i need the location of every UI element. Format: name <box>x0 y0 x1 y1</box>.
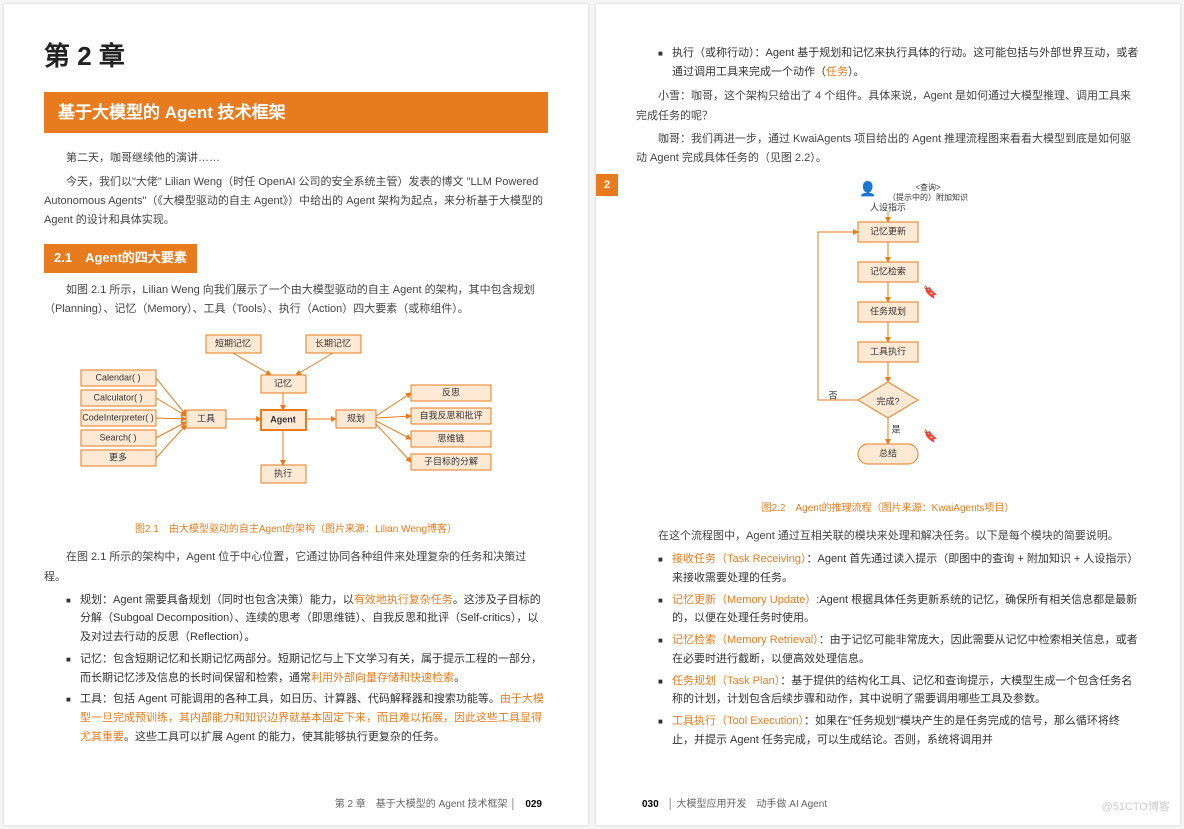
page-right: 2 执行（或称行动）：Agent 基于规划和记忆来执行具体的行动。这可能包括与外… <box>596 4 1180 825</box>
svg-text:CodeInterpreter( ): CodeInterpreter( ) <box>82 412 154 422</box>
paragraph: 小雪：咖哥，这个架构只给出了 4 个组件。具体来说，Agent 是如何通过大模型… <box>636 87 1140 126</box>
svg-text:Search( ): Search( ) <box>99 432 136 442</box>
list-item: 记忆检索（Memory Retrieval）：由于记忆可能非常庞大，因此需要从记… <box>658 631 1140 668</box>
paragraph: 如图 2.1 所示，Lilian Weng 向我们展示了一个由大模型驱动的自主 … <box>44 281 548 320</box>
svg-text:执行: 执行 <box>274 467 292 478</box>
list-item: 任务规划（Task Plan）：基于提供的结构化工具、记忆和查询提示，大模型生成… <box>658 672 1140 709</box>
svg-text:工具: 工具 <box>197 413 215 423</box>
svg-text:记忆检索: 记忆检索 <box>870 266 906 277</box>
diagram-2-1: 短期记忆 长期记忆 记忆 Calendar( ) Calculator( ) C… <box>44 330 548 539</box>
page-left: 第 2 章 基于大模型的 Agent 技术框架 第二天，咖哥继续他的演讲…… 今… <box>4 4 588 825</box>
svg-text:子目标的分解: 子目标的分解 <box>424 455 478 466</box>
svg-text:短期记忆: 短期记忆 <box>215 337 251 348</box>
page-footer: 第 2 章 基于大模型的 Agent 技术框架 │ 029 <box>335 796 548 814</box>
svg-text:人设指示: 人设指示 <box>870 202 906 213</box>
svg-text:🔖: 🔖 <box>923 429 938 443</box>
paragraph: 今天，我们以"大佬" Lilian Weng（时任 OpenAI 公司的安全系统… <box>44 173 548 231</box>
chapter-heading: 基于大模型的 Agent 技术框架 <box>44 92 548 134</box>
svg-text:否: 否 <box>828 391 837 401</box>
caption: 图2.1 由大模型驱动的自主Agent的架构（图片来源：Lilian Weng博… <box>44 521 548 539</box>
paragraph: 第二天，咖哥继续他的演讲…… <box>44 149 548 168</box>
list-item: 记忆更新（Memory Update）:Agent 根据具体任务更新系统的记忆，… <box>658 591 1140 628</box>
svg-text:🔖: 🔖 <box>923 285 938 299</box>
svg-text:长期记忆: 长期记忆 <box>315 337 351 348</box>
svg-text:是: 是 <box>891 425 900 435</box>
watermark: @51CTO博客 <box>1102 798 1170 817</box>
svg-text:总结: 总结 <box>879 448 897 459</box>
list-item: 执行（或称行动）：Agent 基于规划和记忆来执行具体的行动。这可能包括与外部世… <box>658 44 1140 81</box>
svg-text:记忆: 记忆 <box>274 377 292 388</box>
list-item: 工具：包括 Agent 可能调用的各种工具，如日历、计算器、代码解释器和搜索功能… <box>66 690 548 746</box>
svg-text:Calendar( ): Calendar( ) <box>95 372 140 382</box>
chapter-number: 第 2 章 <box>44 34 548 80</box>
list-item: 工具执行（Tool Execution）：如果在"任务规划"模块产生的是任务完成… <box>658 712 1140 749</box>
svg-text:思维链: 思维链 <box>437 432 464 443</box>
bullet-list: 接收任务（Task Receiving）：Agent 首先通过读入提示（即图中的… <box>636 550 1140 749</box>
list-item: 规划：Agent 需要具备规划（同时也包含决策）能力，以有效地执行复杂任务。这涉… <box>66 591 548 647</box>
svg-text:更多: 更多 <box>109 451 127 462</box>
chapter-tab: 2 <box>596 174 618 196</box>
bullet-list: 执行（或称行动）：Agent 基于规划和记忆来执行具体的行动。这可能包括与外部世… <box>636 44 1140 81</box>
bullet-list: 规划：Agent 需要具备规划（同时也包含决策）能力，以有效地执行复杂任务。这涉… <box>44 591 548 747</box>
diagram-2-2: 👤 <查询> （提示中的）附加知识 人设指示 记忆更新 记忆检索 🔖 任务规划 … <box>636 178 1140 517</box>
svg-text:规划: 规划 <box>347 412 365 423</box>
paragraph: 咖哥：我们再进一步，通过 KwaiAgents 项目给出的 Agent 推理流程… <box>636 130 1140 169</box>
svg-text:Calculator( ): Calculator( ) <box>93 392 142 402</box>
svg-text:👤: 👤 <box>859 181 876 198</box>
page-footer: 030 │ 大模型应用开发 动手做 AI Agent <box>636 796 827 814</box>
svg-text:工具执行: 工具执行 <box>870 346 906 357</box>
svg-text:完成?: 完成? <box>876 396 899 407</box>
caption: 图2.2 Agent的推理流程（图片来源：KwaiAgents项目） <box>636 500 1140 518</box>
paragraph: 在这个流程图中，Agent 通过互相关联的模块来处理和解决任务。以下是每个模块的… <box>636 527 1140 546</box>
svg-text:任务规划: 任务规划 <box>870 306 906 317</box>
list-item: 记忆：包含短期记忆和长期记忆两部分。短期记忆与上下文学习有关，属于提示工程的一部… <box>66 650 548 687</box>
list-item: 接收任务（Task Receiving）：Agent 首先通过读入提示（即图中的… <box>658 550 1140 587</box>
section-heading: 2.1 Agent的四大要素 <box>44 244 197 273</box>
svg-text:（提示中的）附加知识: （提示中的）附加知识 <box>888 192 968 202</box>
paragraph: 在图 2.1 所示的架构中，Agent 位于中心位置，它通过协同各种组件来处理复… <box>44 548 548 587</box>
svg-text:自我反思和批评: 自我反思和批评 <box>419 409 482 420</box>
svg-text:Agent: Agent <box>270 414 296 424</box>
svg-text:反思: 反思 <box>442 387 460 397</box>
svg-text:记忆更新: 记忆更新 <box>870 226 906 237</box>
svg-text:<查询>: <查询> <box>915 182 941 192</box>
